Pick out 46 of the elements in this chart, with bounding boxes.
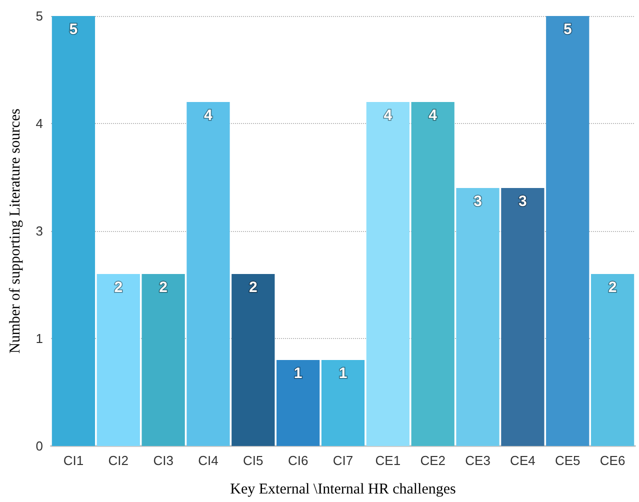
- bar: [276, 360, 320, 446]
- x-axis-title: Key External \Internal HR challenges: [230, 482, 456, 498]
- bar: [96, 274, 140, 446]
- bar: [232, 274, 275, 446]
- x-tick-label: CE5: [554, 453, 580, 468]
- x-tick-label: CI7: [332, 453, 354, 468]
- data-label: 2: [248, 279, 258, 296]
- bar: [142, 274, 185, 446]
- y-tick-label: 0: [36, 438, 43, 454]
- x-tick-label: CI3: [153, 453, 174, 468]
- y-tick-label: 4: [36, 116, 43, 131]
- bar: [501, 188, 544, 446]
- data-label: 3: [518, 193, 527, 210]
- data-label: 4: [384, 107, 393, 124]
- bar: [546, 16, 590, 446]
- x-tick-label: CE4: [510, 453, 536, 468]
- y-tick-label: 3: [36, 224, 43, 238]
- bar: [186, 102, 230, 446]
- bar: [52, 16, 96, 446]
- x-tick-label: CE3: [465, 453, 490, 468]
- data-label: 4: [428, 107, 438, 124]
- y-tick-label: 1: [36, 331, 43, 346]
- y-axis-title: Number of supporting Literature sources: [8, 108, 24, 354]
- data-label: 2: [114, 279, 123, 296]
- x-tick-label: CE2: [420, 453, 446, 468]
- data-label: 1: [338, 365, 348, 382]
- x-tick-label: CI4: [198, 453, 218, 468]
- data-label: 5: [69, 21, 78, 38]
- x-tick-label: CI5: [243, 453, 264, 468]
- x-tick-label: CI1: [63, 453, 84, 468]
- x-tick-label: CE6: [600, 453, 626, 468]
- data-label: 2: [608, 279, 617, 296]
- bar: [366, 102, 410, 446]
- data-label: 3: [474, 193, 482, 210]
- data-label: 1: [294, 365, 302, 382]
- x-tick-label: CI2: [108, 453, 128, 468]
- bar: [411, 102, 454, 446]
- data-label: 2: [159, 279, 168, 296]
- bar: [456, 188, 500, 446]
- data-label: 4: [204, 107, 214, 124]
- bar: [590, 274, 634, 446]
- bar: [321, 360, 365, 446]
- data-label: 5: [563, 21, 572, 38]
- x-tick-label: CI6: [288, 453, 308, 468]
- y-tick-label: 5: [36, 8, 43, 24]
- x-tick-label: CE1: [375, 453, 401, 468]
